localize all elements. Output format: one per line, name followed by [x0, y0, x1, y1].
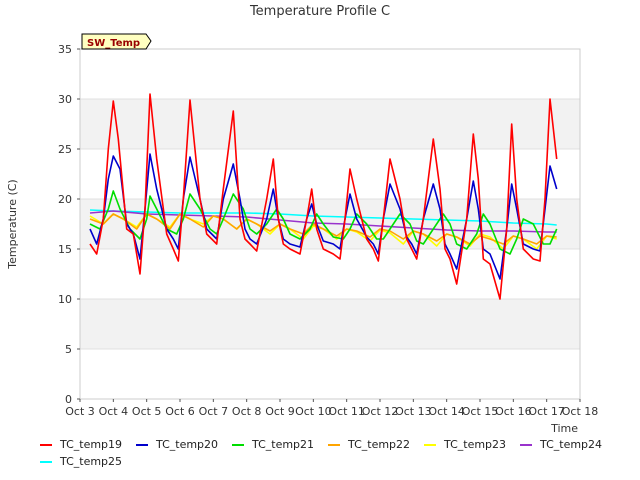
legend-item: TC_temp20: [136, 438, 232, 451]
legend-label: TC_temp21: [252, 438, 315, 451]
y-axis-label: Temperature (C): [6, 179, 19, 269]
plot-frame: [79, 48, 581, 400]
y-tick-label: 0: [65, 393, 72, 406]
legend-swatch: [520, 443, 532, 446]
grid-band: [80, 49, 580, 99]
legend-item: TC_temp23: [424, 438, 520, 451]
grid-band: [80, 249, 580, 299]
legend-swatch: [424, 443, 436, 446]
legend-item: TC_temp22: [328, 438, 424, 451]
legend-row: TC_temp25: [40, 453, 640, 470]
legend-swatch: [328, 443, 340, 446]
x-tick-label: Oct 15: [462, 405, 499, 418]
x-tick-label: Oct 3: [65, 405, 95, 418]
grid-bands: [80, 49, 580, 399]
legend-item: TC_temp21: [232, 438, 328, 451]
y-tick-label: 15: [58, 243, 72, 256]
sw-temp-annotation: SW_Temp: [81, 33, 152, 50]
legend-item: TC_temp19: [40, 438, 136, 451]
annotation-label: SW_Temp: [87, 38, 140, 49]
x-tick-label: Oct 9: [265, 405, 295, 418]
x-tick-label: Oct 16: [495, 405, 532, 418]
legend-swatch: [40, 443, 52, 446]
legend: TC_temp19 TC_temp20 TC_temp21 TC_temp22 TC_t…: [40, 436, 640, 470]
x-tick-label: Oct 17: [528, 405, 565, 418]
legend-swatch: [232, 443, 244, 446]
x-tick-label: Oct 4: [99, 405, 129, 418]
y-tick-label: 5: [65, 343, 72, 356]
legend-row: TC_temp19 TC_temp20 TC_temp21 TC_temp22 TC_t…: [40, 436, 640, 453]
chart-title: Temperature Profile C: [249, 4, 390, 19]
x-tick-label: Oct 6: [165, 405, 195, 418]
x-tick-label: Oct 7: [199, 405, 229, 418]
legend-label: TC_temp23: [444, 438, 507, 451]
series-line-tc-temp22: [89, 213, 557, 245]
grid-band: [80, 149, 580, 199]
y-tick-label: 10: [58, 293, 72, 306]
x-axis-label: Time: [550, 422, 578, 435]
x-tick-label: Oct 10: [295, 405, 332, 418]
y-tick-label: 25: [58, 143, 72, 156]
y-axis-ticks: 0 5 10 15 20 25 30 35: [58, 43, 80, 406]
x-axis-ticks: Oct 3 Oct 4 Oct 5 Oct 6 Oct 7 Oct 8 Oct 9 Oct 1…: [65, 399, 598, 418]
legend-label: TC_temp19: [60, 438, 123, 451]
grid-band: [80, 299, 580, 349]
y-tick-label: 20: [58, 193, 72, 206]
x-tick-label: Oct 18: [562, 405, 599, 418]
legend-item: TC_temp25: [40, 455, 136, 468]
x-tick-label: Oct 12: [362, 405, 399, 418]
legend-swatch: [136, 443, 148, 446]
y-tick-label: 30: [58, 93, 72, 106]
x-tick-label: Oct 13: [395, 405, 432, 418]
legend-swatch: [40, 460, 52, 463]
series-layer: [89, 93, 558, 300]
y-tick-label: 35: [58, 43, 72, 56]
legend-label: TC_temp24: [540, 438, 603, 451]
legend-label: TC_temp25: [60, 455, 123, 468]
legend-item: TC_temp24: [520, 438, 616, 451]
grid-band: [80, 349, 580, 399]
legend-label: TC_temp22: [348, 438, 411, 451]
x-tick-label: Oct 11: [328, 405, 365, 418]
legend-label: TC_temp20: [156, 438, 219, 451]
x-tick-label: Oct 8: [232, 405, 262, 418]
series-line-tc-temp19: [89, 93, 558, 300]
x-tick-label: Oct 5: [132, 405, 162, 418]
x-tick-label: Oct 14: [428, 405, 465, 418]
grid-band: [80, 99, 580, 149]
